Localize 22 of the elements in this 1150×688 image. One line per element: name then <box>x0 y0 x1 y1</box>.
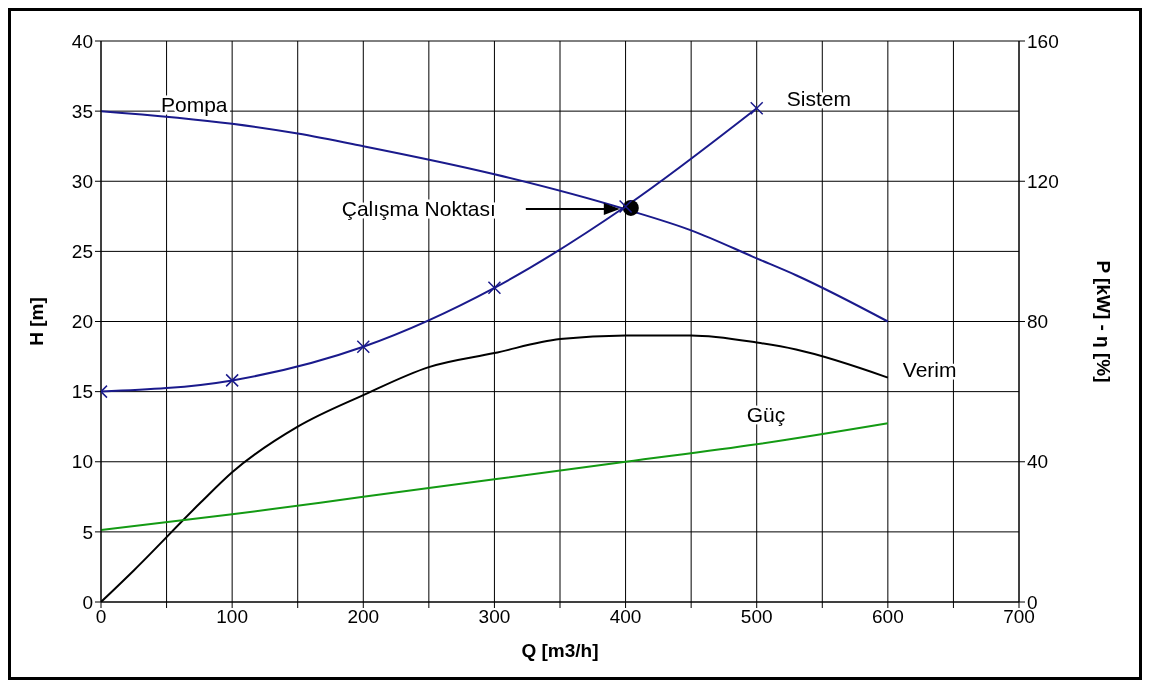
y-tick-label: 30 <box>71 170 93 192</box>
y-tick-label: 20 <box>71 311 93 333</box>
y-tick-label: 25 <box>71 241 93 263</box>
y-tick-label: 35 <box>71 100 93 122</box>
x-tick-label: 200 <box>347 606 380 628</box>
y2-tick-label: 40 <box>1027 451 1049 473</box>
y-axis-title: H [m] <box>25 297 47 346</box>
y2-tick-label: 80 <box>1027 311 1049 333</box>
y-tick-label: 15 <box>71 381 93 403</box>
y-tick-label: 10 <box>71 451 93 473</box>
x-tick-label: 500 <box>740 606 773 628</box>
y-tick-label: 0 <box>82 591 93 613</box>
x-tick-label: 400 <box>609 606 642 628</box>
x-tick-label: 100 <box>216 606 248 628</box>
y-tick-label: 5 <box>82 521 93 543</box>
x-tick-label: 600 <box>872 606 904 628</box>
y2-axis-title: P [kW] - η [%] <box>1093 260 1115 383</box>
x-axis-title: Q [m3/h] <box>521 640 599 661</box>
y-tick-label: 40 <box>71 30 93 52</box>
y2-tick-label: 120 <box>1027 170 1059 192</box>
x-tick-label: 300 <box>478 606 511 628</box>
y2-tick-label: 160 <box>1027 30 1059 52</box>
